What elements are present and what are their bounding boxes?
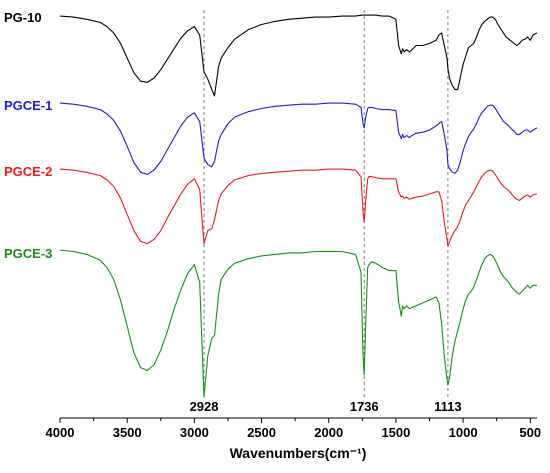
- series-line-pg-10: [59, 14, 538, 97]
- x-axis: 4000 3500 3000 2500 2000 1500 1000 500: [46, 417, 541, 440]
- x-tick-label: 2000: [314, 425, 343, 440]
- x-axis-title: Wavenumbers(cm⁻¹): [230, 445, 367, 461]
- series-line-pgce-2: [59, 168, 538, 247]
- series-labels: PG-10 PGCE-1 PGCE-2 PGCE-3: [4, 10, 52, 261]
- x-tick-label: 3500: [113, 425, 142, 440]
- x-tick-label: 2500: [247, 425, 276, 440]
- series-label-pgce-2: PGCE-2: [4, 164, 52, 179]
- annotation-labels: 2928 1736 1113: [190, 399, 462, 414]
- series-label-pg-10: PG-10: [4, 10, 42, 25]
- series-label-pgce-3: PGCE-3: [4, 246, 52, 261]
- series-line-pgce-3: [59, 249, 537, 398]
- x-tick-label: 1000: [449, 425, 478, 440]
- x-tick-label: 500: [519, 425, 541, 440]
- annotation-lines: [203, 10, 449, 398]
- annotation-label: 1736: [350, 399, 379, 414]
- x-tick-label: 4000: [46, 425, 75, 440]
- series-layer: [59, 14, 538, 398]
- series-line-pgce-1: [59, 102, 538, 175]
- x-tick-label: 1500: [381, 425, 410, 440]
- series-label-pgce-1: PGCE-1: [4, 98, 52, 113]
- annotation-label: 2928: [190, 399, 219, 414]
- annotation-label: 1113: [434, 399, 462, 414]
- x-tick-label: 3000: [180, 425, 209, 440]
